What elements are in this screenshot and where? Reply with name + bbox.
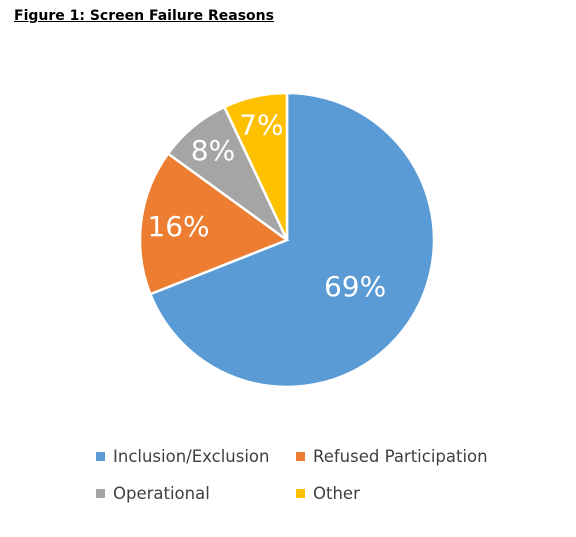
- legend-swatch: [96, 488, 105, 498]
- legend-item-other: Other: [296, 481, 360, 505]
- legend-item-inclusion-exclusion: Inclusion/Exclusion: [96, 444, 269, 468]
- legend-label: Inclusion/Exclusion: [113, 446, 270, 466]
- pie-data-label: 69%: [324, 270, 386, 303]
- legend-label: Other: [313, 483, 360, 503]
- legend-swatch: [296, 451, 305, 461]
- legend-label: Operational: [113, 483, 210, 503]
- legend-swatch: [296, 488, 305, 498]
- pie-data-label: 7%: [239, 109, 283, 142]
- pie-chart: 69% 16% 8%7%: [138, 91, 436, 389]
- pie-slice-inclusion-exclusion: [148, 91, 436, 389]
- pie-slice-refused-participation: [138, 151, 290, 296]
- legend-label: Refused Participation: [313, 446, 488, 466]
- legend-item-refused-participation: Refused Participation: [296, 444, 488, 468]
- pie-data-label: 8%: [191, 134, 235, 167]
- pie-slice-other: [222, 91, 289, 241]
- pie-data-label: 16%: [147, 210, 209, 243]
- legend-swatch: [96, 451, 105, 461]
- legend-item-operational: Operational: [96, 481, 210, 505]
- figure-title: Figure 1: Screen Failure Reasons: [14, 8, 274, 24]
